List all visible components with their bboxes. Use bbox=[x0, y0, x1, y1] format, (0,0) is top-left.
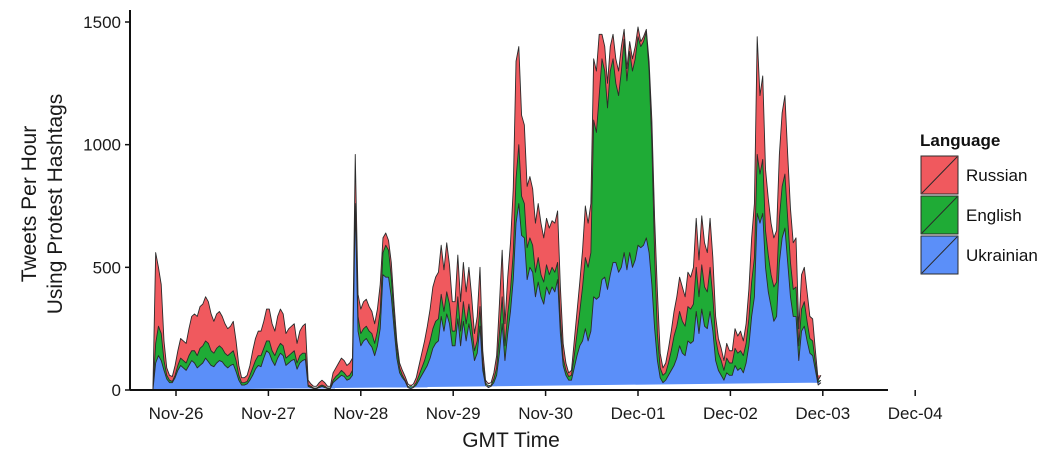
x-tick-label: Dec-04 bbox=[888, 404, 943, 423]
legend-item-ukrainian: Ukrainian bbox=[920, 235, 1038, 275]
x-axis-title: GMT Time bbox=[462, 429, 560, 450]
y-axis-title: Tweets Per Hour Using Protest Hashtags bbox=[18, 94, 67, 315]
legend-title: Language bbox=[920, 131, 1000, 150]
x-tick-label: Dec-01 bbox=[611, 404, 666, 423]
legend-item-russian: Russian bbox=[920, 155, 1027, 195]
x-tick-label: Dec-02 bbox=[703, 404, 758, 423]
x-tick-label: Nov-27 bbox=[241, 404, 296, 423]
x-tick-label: Nov-26 bbox=[149, 404, 204, 423]
y-axis-title-line-1: Tweets Per Hour bbox=[18, 126, 41, 282]
x-tick-label: Dec-03 bbox=[795, 404, 850, 423]
legend-label: Russian bbox=[966, 166, 1027, 185]
legend-swatch-slash bbox=[921, 156, 958, 194]
plot-area bbox=[152, 26, 822, 391]
y-tick-label: 500 bbox=[93, 258, 121, 277]
legend-swatch-slash bbox=[921, 236, 958, 274]
area-series-ukrainian bbox=[152, 203, 822, 391]
area-series-russian bbox=[152, 26, 822, 391]
x-tick-label: Nov-30 bbox=[518, 404, 573, 423]
axes: 0 500 1000 1500 Nov-26 Nov-27 Nov-28 Nov-29 Nov-… bbox=[83, 10, 943, 423]
x-tick-label: Nov-28 bbox=[333, 404, 388, 423]
legend-label: Ukrainian bbox=[966, 246, 1038, 265]
legend-item-english: English bbox=[920, 195, 1022, 235]
legend-label: English bbox=[966, 206, 1022, 225]
x-tick-label: Nov-29 bbox=[426, 404, 481, 423]
legend: Language Russian English Ukrainian bbox=[920, 131, 1038, 275]
legend-swatch-slash bbox=[921, 196, 958, 234]
y-tick-label: 1500 bbox=[83, 13, 121, 32]
y-axis-title-line-2: Using Protest Hashtags bbox=[44, 94, 67, 315]
y-tick-label: 1000 bbox=[83, 136, 121, 155]
y-tick-label: 0 bbox=[112, 381, 121, 400]
area-series-english bbox=[152, 31, 822, 391]
